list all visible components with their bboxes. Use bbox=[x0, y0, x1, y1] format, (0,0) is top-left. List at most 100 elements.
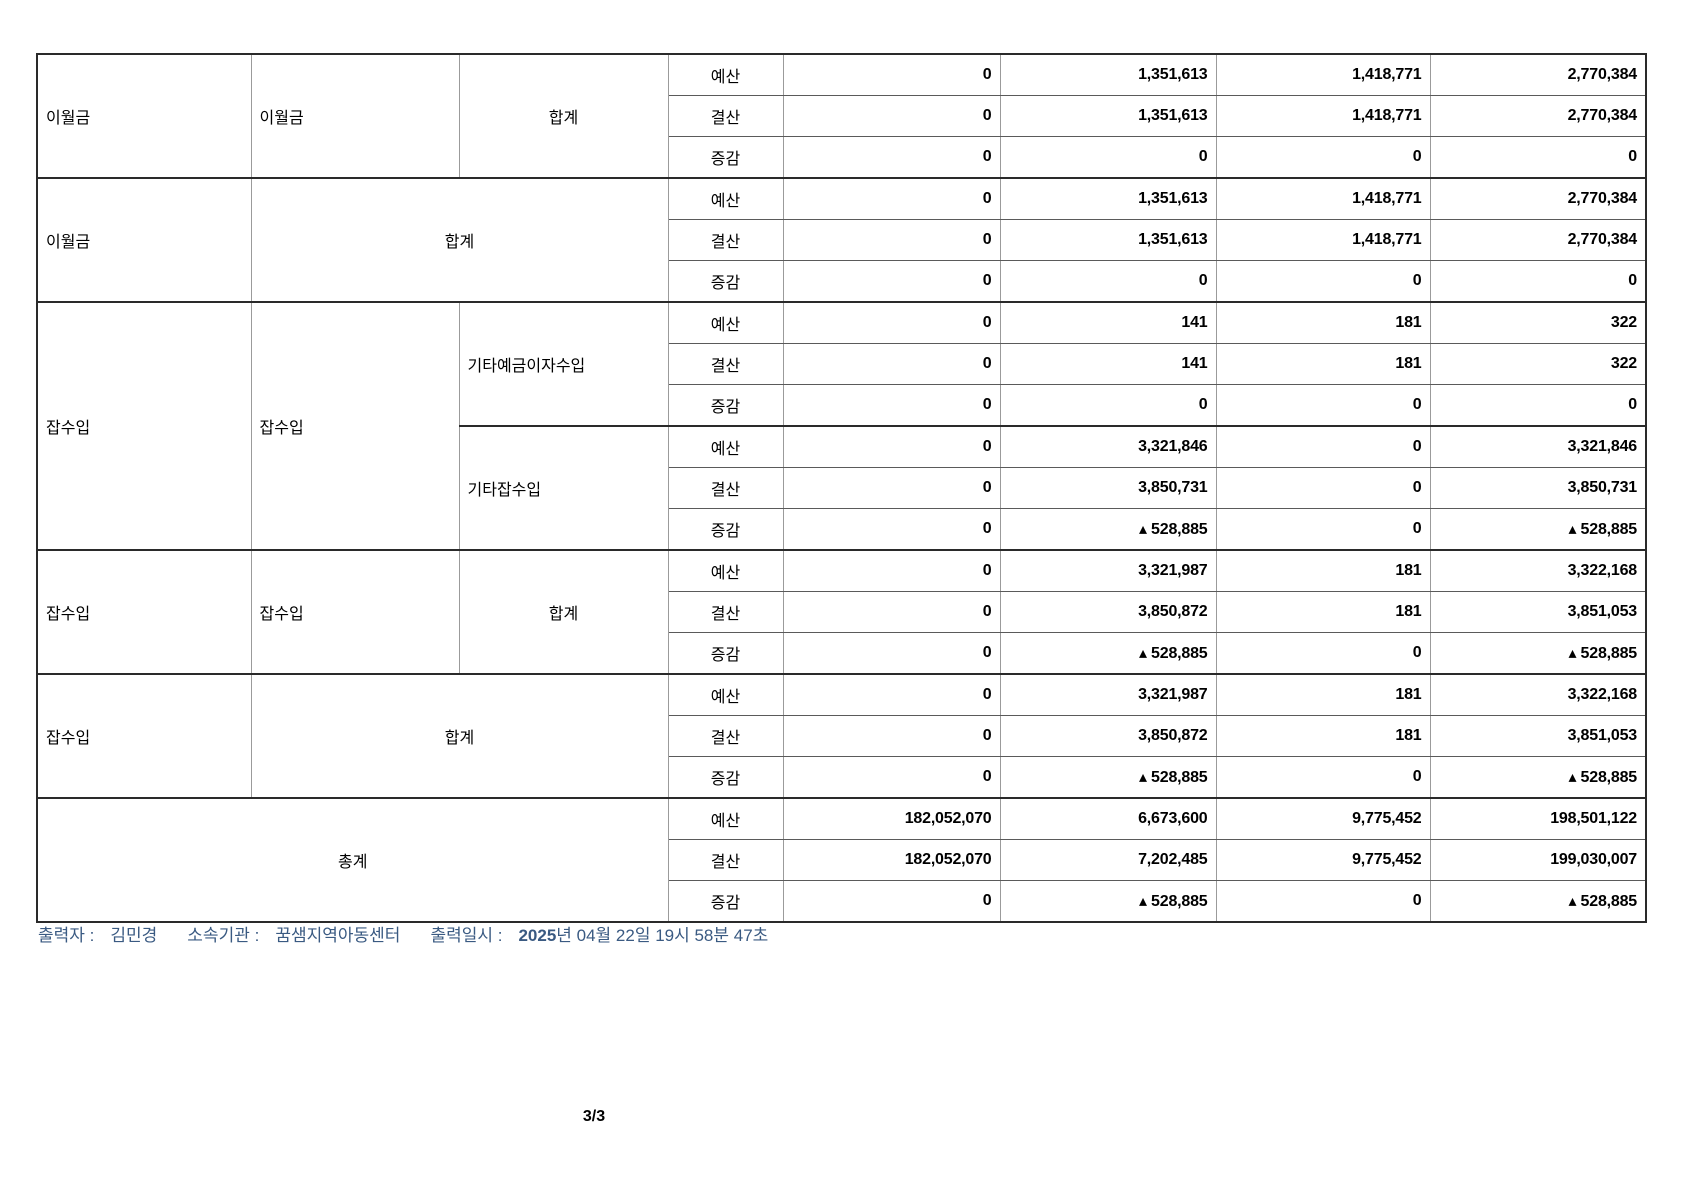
row-type-cell: 증감 bbox=[667, 632, 784, 675]
organization-label: 소속기관 : bbox=[187, 926, 260, 945]
table-row: 증감 0 ▴ 528,885 0 ▴ 528,885 bbox=[37, 632, 1647, 675]
value-cell: 182,052,070 bbox=[782, 797, 1001, 840]
printed-at-label: 출력일시 : bbox=[430, 926, 503, 945]
table-row: 잡수입 잡수입 합계 예산 0 3,321,987 181 3,322,168 bbox=[36, 549, 1647, 675]
printed-at-rest: 년 04월 22일 19시 58분 47초 bbox=[556, 926, 769, 945]
grand-total-cell: 총계 bbox=[36, 797, 669, 923]
value-cell: 2,770,384 bbox=[1429, 53, 1647, 96]
table-row: 결산 0 3,850,731 0 3,850,731 bbox=[37, 467, 1647, 509]
value-cell: 0 bbox=[782, 177, 1001, 220]
category-l2-cell: 잡수입 bbox=[250, 301, 460, 551]
value-cell: 0 bbox=[782, 715, 1001, 757]
category-l2-cell: 이월금 bbox=[250, 53, 460, 179]
print-info-footer: 출력자 : 김민경 소속기관 : 꿈샘지역아동센터 출력일시 : 2025년 04월 22… bbox=[38, 921, 768, 946]
value-cell: 0 bbox=[782, 53, 1001, 96]
table-row: 결산 182,052,070 7,202,485 9,775,452 199,0… bbox=[37, 839, 1647, 881]
page-number: 3/3 bbox=[582, 1108, 606, 1125]
table-row: 증감 0 ▴ 528,885 0 ▴ 528,885 bbox=[37, 756, 1647, 799]
value-cell: 0 bbox=[782, 632, 1001, 675]
value-cell: 199,030,007 bbox=[1429, 839, 1647, 881]
value-cell: 181 bbox=[1215, 343, 1431, 385]
value-cell: 0 bbox=[782, 508, 1001, 551]
row-type-cell: 예산 bbox=[667, 797, 784, 840]
value-cell: 182,052,070 bbox=[782, 839, 1001, 881]
category-l1-cell: 이월금 bbox=[36, 177, 252, 303]
value-cell: 6,673,600 bbox=[999, 797, 1217, 840]
row-type-cell: 예산 bbox=[667, 53, 784, 96]
value-cell: 9,775,452 bbox=[1215, 839, 1431, 881]
row-type-cell: 결산 bbox=[667, 343, 784, 385]
value-cell: ▴ 528,885 bbox=[1429, 880, 1647, 923]
value-cell: 3,850,872 bbox=[999, 715, 1217, 757]
category-subtotal-cell: 합계 bbox=[250, 177, 669, 303]
value-cell: 0 bbox=[999, 384, 1217, 427]
value-cell: 181 bbox=[1215, 591, 1431, 633]
value-cell: 1,418,771 bbox=[1215, 53, 1431, 96]
value-cell: 181 bbox=[1215, 549, 1431, 592]
value-cell: 0 bbox=[1215, 425, 1431, 468]
table-row: 이월금 이월금 합계 예산 0 1,351,613 1,418,771 2,77… bbox=[36, 53, 1647, 179]
value-cell: 322 bbox=[1429, 343, 1647, 385]
value-cell: 3,321,846 bbox=[1429, 425, 1647, 468]
row-type-cell: 예산 bbox=[667, 549, 784, 592]
category-l3-cell: 기타예금이자수입 bbox=[458, 301, 669, 427]
category-l3-cell: 기타잡수입 bbox=[458, 425, 669, 551]
table-row: 잡수입 합계 예산 0 3,321,987 181 3,322,168 bbox=[36, 673, 1647, 799]
value-cell: 0 bbox=[782, 673, 1001, 716]
value-cell: 0 bbox=[1215, 260, 1431, 303]
value-cell: 0 bbox=[999, 260, 1217, 303]
value-cell: 1,351,613 bbox=[999, 53, 1217, 96]
table-row: 결산 0 3,850,872 181 3,851,053 bbox=[37, 591, 1647, 633]
value-cell: 1,351,613 bbox=[999, 177, 1217, 220]
row-type-cell: 결산 bbox=[667, 467, 784, 509]
printed-at-year: 2025 bbox=[518, 926, 557, 945]
row-type-cell: 증감 bbox=[667, 384, 784, 427]
value-cell: 0 bbox=[782, 95, 1001, 137]
row-type-cell: 예산 bbox=[667, 177, 784, 220]
value-cell: 3,850,872 bbox=[999, 591, 1217, 633]
category-l1-cell: 잡수입 bbox=[36, 673, 252, 799]
value-cell: 3,321,846 bbox=[999, 425, 1217, 468]
budget-settlement-table: 이월금 이월금 합계 예산 0 1,351,613 1,418,771 2,77… bbox=[36, 53, 1647, 923]
value-cell: 181 bbox=[1215, 301, 1431, 344]
value-cell: 3,850,731 bbox=[999, 467, 1217, 509]
row-type-cell: 예산 bbox=[667, 425, 784, 468]
row-type-cell: 결산 bbox=[667, 95, 784, 137]
value-cell: 3,851,053 bbox=[1429, 715, 1647, 757]
value-cell: 0 bbox=[782, 301, 1001, 344]
value-cell: 2,770,384 bbox=[1429, 177, 1647, 220]
table-row: 결산 0 1,351,613 1,418,771 2,770,384 bbox=[37, 95, 1647, 137]
value-cell: 181 bbox=[1215, 715, 1431, 757]
value-cell: 0 bbox=[782, 591, 1001, 633]
row-type-cell: 결산 bbox=[667, 219, 784, 261]
value-cell: 0 bbox=[1429, 384, 1647, 427]
value-cell: 0 bbox=[999, 136, 1217, 179]
value-cell: 2,770,384 bbox=[1429, 219, 1647, 261]
category-l3-cell: 합계 bbox=[458, 53, 669, 179]
category-l1-cell: 잡수입 bbox=[36, 301, 252, 551]
category-subtotal-cell: 합계 bbox=[250, 673, 669, 799]
value-cell: 3,321,987 bbox=[999, 673, 1217, 716]
table-row: 이월금 합계 예산 0 1,351,613 1,418,771 2,770,38… bbox=[36, 177, 1647, 303]
value-cell: ▴ 528,885 bbox=[1429, 756, 1647, 799]
category-l2-cell: 잡수입 bbox=[250, 549, 460, 675]
value-cell: 141 bbox=[999, 301, 1217, 344]
category-l1-cell: 이월금 bbox=[36, 53, 252, 179]
category-l3-cell: 합계 bbox=[458, 549, 669, 675]
table-row: 증감 0 0 0 0 bbox=[37, 136, 1647, 179]
row-type-cell: 예산 bbox=[667, 673, 784, 716]
table-row: 증감 0 0 0 0 bbox=[37, 260, 1647, 303]
value-cell: 322 bbox=[1429, 301, 1647, 344]
table-row: 결산 0 3,850,872 181 3,851,053 bbox=[37, 715, 1647, 757]
organization-value: 꿈샘지역아동센터 bbox=[275, 926, 401, 945]
value-cell: 0 bbox=[1215, 880, 1431, 923]
value-cell: 3,851,053 bbox=[1429, 591, 1647, 633]
row-type-cell: 결산 bbox=[667, 715, 784, 757]
value-cell: 0 bbox=[1215, 508, 1431, 551]
value-cell: 0 bbox=[782, 219, 1001, 261]
row-type-cell: 증감 bbox=[667, 756, 784, 799]
value-cell: 0 bbox=[782, 136, 1001, 179]
row-type-cell: 증감 bbox=[667, 880, 784, 923]
value-cell: 0 bbox=[1215, 384, 1431, 427]
